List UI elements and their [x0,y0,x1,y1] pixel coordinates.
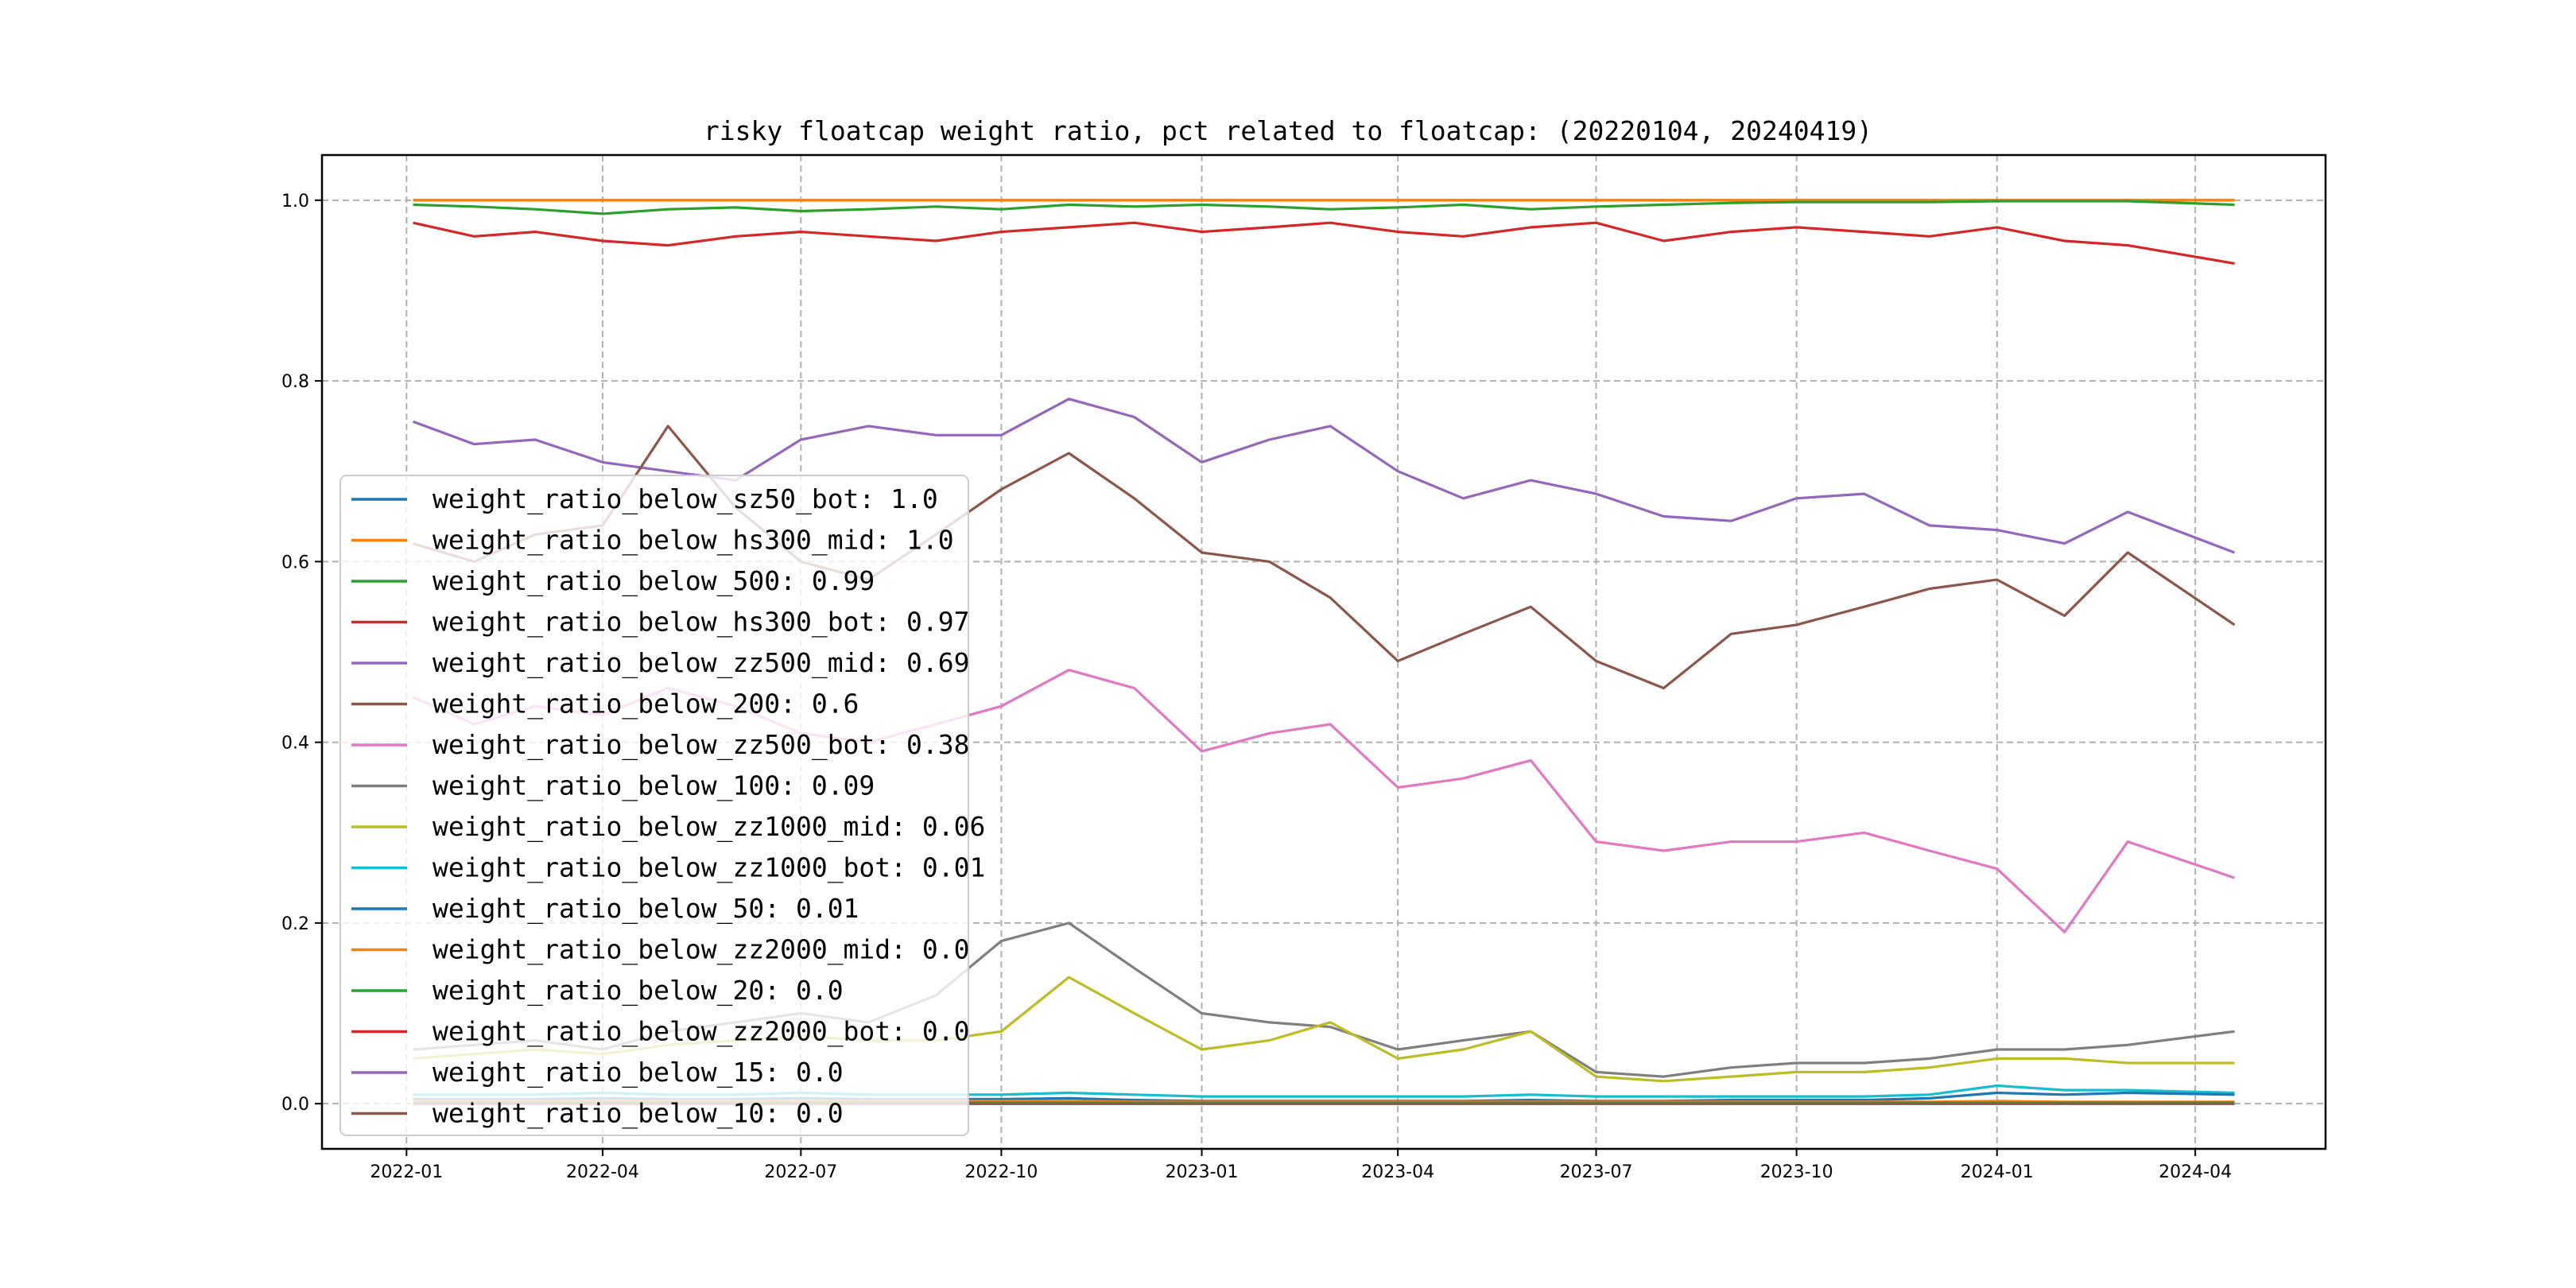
legend-entry: weight_ratio_below_zz500_bot: 0.38 [433,729,970,761]
y-axis: 0.0 0.2 0.4 0.6 0.8 1.0 [281,192,322,1115]
x-tick-label: 2023-04 [1361,1162,1434,1182]
legend-entry: weight_ratio_below_200: 0.6 [433,689,859,720]
legend-entry: weight_ratio_below_hs300_mid: 1.0 [433,525,954,557]
legend-box [339,475,969,1136]
legend-entry: weight_ratio_below_hs300_bot: 0.97 [433,607,970,638]
x-tick-label: 2022-07 [764,1162,837,1182]
legend-entry: weight_ratio_below_zz2000_bot: 0.0 [433,1016,970,1048]
y-tick-label: 1.0 [281,192,309,211]
series-line-weight-ratio-below-hs300-bot [413,221,2235,265]
y-tick-label: 0.4 [281,734,309,754]
legend-entry: weight_ratio_below_10: 0.0 [433,1098,844,1130]
legend: weight_ratio_below_sz50_bot: 1.0 weight_r… [339,475,985,1136]
legend-entry: weight_ratio_below_500: 0.99 [433,565,875,597]
x-tick-label: 2023-01 [1166,1162,1239,1182]
x-axis: 2022-01 2022-04 2022-07 2022-10 2023-01 2023-… [370,1149,2232,1182]
legend-entry: weight_ratio_below_15: 0.0 [433,1057,844,1088]
y-tick-label: 0.6 [281,553,309,572]
x-tick-label: 2024-01 [1961,1162,2034,1182]
y-tick-label: 0.8 [281,372,309,392]
x-tick-label: 2024-04 [2159,1162,2232,1182]
chart-title: risky floatcap weight ratio, pct related… [704,115,1872,146]
legend-entry: weight_ratio_below_zz1000_mid: 0.06 [433,811,985,843]
legend-entry: weight_ratio_below_100: 0.09 [433,770,875,802]
x-tick-label: 2023-10 [1760,1162,1833,1182]
x-tick-label: 2022-10 [964,1162,1038,1182]
legend-entry: weight_ratio_below_zz500_mid: 0.69 [433,647,970,679]
series-line-weight-ratio-below-500 [413,200,2235,215]
y-tick-label: 0.0 [281,1095,309,1115]
plot-frame [320,153,2327,1150]
legend-entry: weight_ratio_below_sz50_bot: 1.0 [433,483,938,515]
y-tick-label: 0.2 [281,914,309,934]
legend-entry: weight_ratio_below_zz2000_mid: 0.0 [433,934,970,966]
series-line-weight-ratio-below-200 [413,425,2236,690]
x-tick-label: 2022-04 [566,1162,639,1182]
legend-entry: weight_ratio_below_zz1000_bot: 0.01 [433,852,985,884]
legend-entry: weight_ratio_below_20: 0.0 [433,975,844,1007]
x-tick-label: 2022-01 [370,1162,443,1182]
x-tick-label: 2023-07 [1560,1162,1633,1182]
legend-entry: weight_ratio_below_50: 0.01 [433,893,859,925]
